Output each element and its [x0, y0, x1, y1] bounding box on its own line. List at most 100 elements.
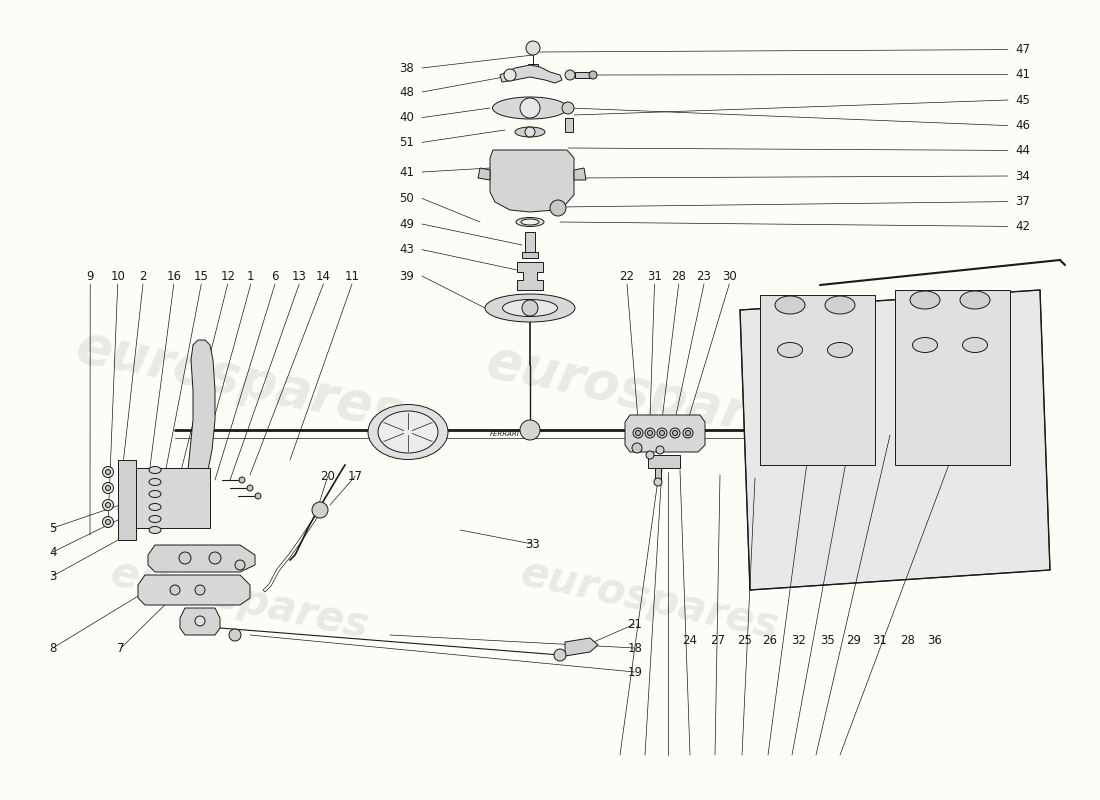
Circle shape — [195, 616, 205, 626]
Text: 1: 1 — [248, 270, 254, 282]
Circle shape — [632, 428, 644, 438]
Text: 19: 19 — [627, 666, 642, 678]
Ellipse shape — [515, 127, 544, 137]
Polygon shape — [188, 340, 214, 480]
Circle shape — [312, 502, 328, 518]
Text: eurospares: eurospares — [517, 552, 783, 648]
Polygon shape — [490, 150, 574, 212]
Text: 48: 48 — [399, 86, 415, 98]
Polygon shape — [740, 290, 1050, 590]
Text: 28: 28 — [671, 270, 686, 282]
Ellipse shape — [493, 97, 568, 119]
Circle shape — [102, 517, 113, 527]
Circle shape — [229, 629, 241, 641]
Circle shape — [102, 466, 113, 478]
Circle shape — [632, 443, 642, 453]
Text: 45: 45 — [1015, 94, 1031, 106]
Ellipse shape — [776, 296, 805, 314]
Text: 31: 31 — [872, 634, 888, 646]
Circle shape — [209, 552, 221, 564]
Circle shape — [255, 493, 261, 499]
Text: 14: 14 — [316, 270, 331, 282]
Circle shape — [670, 428, 680, 438]
Polygon shape — [574, 168, 586, 180]
Circle shape — [648, 430, 652, 435]
Text: 4: 4 — [50, 546, 56, 558]
Circle shape — [550, 200, 566, 216]
Polygon shape — [138, 575, 250, 605]
Polygon shape — [565, 638, 598, 656]
Text: 17: 17 — [348, 470, 363, 482]
Text: 9: 9 — [87, 270, 94, 282]
Text: 44: 44 — [1015, 144, 1031, 157]
Circle shape — [520, 98, 540, 118]
Text: 8: 8 — [50, 642, 56, 654]
Text: 40: 40 — [399, 111, 415, 124]
Text: 3: 3 — [50, 570, 56, 582]
Text: eurospares: eurospares — [107, 552, 373, 648]
Text: 21: 21 — [627, 618, 642, 630]
Circle shape — [106, 470, 110, 474]
Text: 25: 25 — [737, 634, 752, 646]
Bar — [575, 72, 593, 78]
Text: 36: 36 — [927, 634, 943, 646]
Circle shape — [562, 102, 574, 114]
Text: 34: 34 — [1015, 170, 1031, 182]
Circle shape — [683, 428, 693, 438]
Text: 32: 32 — [791, 634, 806, 646]
Text: 28: 28 — [900, 634, 915, 646]
Circle shape — [645, 428, 654, 438]
Ellipse shape — [521, 219, 539, 225]
Ellipse shape — [148, 526, 161, 534]
Text: 47: 47 — [1015, 43, 1031, 56]
Polygon shape — [148, 545, 255, 572]
Circle shape — [248, 485, 253, 491]
Circle shape — [636, 430, 640, 435]
Text: eurospares: eurospares — [482, 335, 818, 455]
Bar — [528, 64, 538, 70]
Text: FERRARI: FERRARI — [491, 431, 520, 437]
Ellipse shape — [148, 478, 161, 486]
Text: 49: 49 — [399, 218, 415, 230]
Bar — [130, 468, 210, 528]
Bar — [654, 468, 661, 482]
Text: 24: 24 — [682, 634, 697, 646]
Text: 11: 11 — [344, 270, 360, 282]
Circle shape — [657, 428, 667, 438]
Circle shape — [656, 446, 664, 454]
Text: 39: 39 — [399, 270, 415, 282]
Ellipse shape — [825, 296, 855, 314]
Text: 38: 38 — [399, 62, 415, 74]
Ellipse shape — [778, 342, 803, 358]
Circle shape — [672, 430, 678, 435]
Bar — [525, 232, 535, 252]
Text: 5: 5 — [50, 522, 56, 534]
Text: 12: 12 — [220, 270, 235, 282]
Ellipse shape — [827, 342, 853, 358]
Text: 42: 42 — [1015, 220, 1031, 233]
Bar — [895, 290, 1010, 465]
Ellipse shape — [378, 411, 438, 453]
Text: 41: 41 — [1015, 68, 1031, 81]
Ellipse shape — [485, 294, 575, 322]
Circle shape — [554, 649, 566, 661]
Bar — [565, 118, 573, 132]
Polygon shape — [180, 608, 220, 635]
Text: 18: 18 — [627, 642, 642, 654]
Polygon shape — [648, 455, 680, 468]
Circle shape — [504, 69, 516, 81]
Text: 50: 50 — [399, 192, 415, 205]
Text: 13: 13 — [292, 270, 307, 282]
Circle shape — [520, 420, 540, 440]
Ellipse shape — [148, 515, 161, 522]
Text: eurospares: eurospares — [72, 320, 408, 440]
Ellipse shape — [516, 218, 544, 226]
Text: 43: 43 — [399, 243, 415, 256]
Polygon shape — [517, 262, 543, 290]
Text: 37: 37 — [1015, 195, 1031, 208]
Text: 2: 2 — [140, 270, 146, 282]
Ellipse shape — [503, 299, 558, 317]
Text: 31: 31 — [647, 270, 662, 282]
Circle shape — [102, 482, 113, 494]
Text: 15: 15 — [194, 270, 209, 282]
